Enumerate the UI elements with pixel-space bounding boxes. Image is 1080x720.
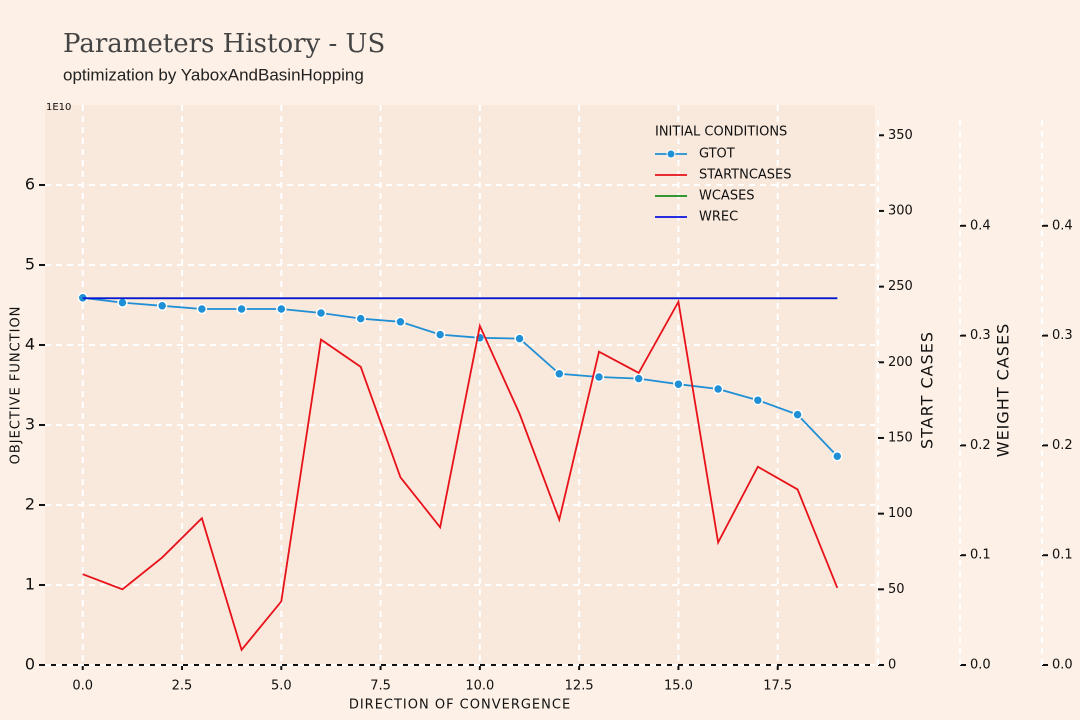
series-point xyxy=(434,329,446,340)
series-point xyxy=(554,368,565,380)
y4-tick-label: 0.0 xyxy=(1052,658,1073,673)
series-point xyxy=(355,313,366,324)
y-offset-label: 1E10 xyxy=(46,102,71,113)
legend-label: STARTNCASES xyxy=(699,168,792,183)
y3-tick-label: 0.0 xyxy=(970,658,991,673)
series-point xyxy=(633,373,644,384)
y2-tick-label: 50 xyxy=(888,582,905,597)
y3-tick-label: 0.4 xyxy=(970,218,991,233)
y3-tick-label: 0.2 xyxy=(970,438,991,453)
x-tick-label: 10.0 xyxy=(465,679,494,694)
y3-axis-label: WEIGHT CASES xyxy=(994,323,1013,457)
series-point xyxy=(395,316,406,328)
legend-title: INITIAL CONDITIONS xyxy=(655,125,787,140)
y-tick-label: 6 xyxy=(25,175,35,194)
series-point xyxy=(196,303,208,315)
y2-tick-label: 300 xyxy=(888,203,913,218)
legend-label: WCASES xyxy=(699,189,755,204)
y2-tick-label: 100 xyxy=(888,506,913,521)
series-point xyxy=(673,378,684,390)
series-line xyxy=(82,299,839,652)
series-line xyxy=(82,296,838,457)
x-tick-label: 7.5 xyxy=(370,679,391,694)
series-point xyxy=(792,409,803,420)
series-point xyxy=(752,394,764,406)
legend-marker xyxy=(666,149,676,159)
x-tick-label: 17.5 xyxy=(763,679,792,694)
x-tick-label: 2.5 xyxy=(172,679,193,694)
x-tick-label: 0.0 xyxy=(72,679,93,694)
y3-tick-label: 0.1 xyxy=(970,548,991,563)
y2-tick-label: 200 xyxy=(888,355,913,370)
y4-tick-label: 0.3 xyxy=(1052,328,1073,343)
y-tick-label: 4 xyxy=(25,335,35,354)
y2-tick-label: 250 xyxy=(888,279,913,294)
y-tick-label: 1 xyxy=(25,575,35,594)
series-point xyxy=(117,297,128,308)
series-point xyxy=(236,303,247,315)
legend-label: WREC xyxy=(699,210,738,225)
series-point xyxy=(832,450,843,462)
y-tick-label: 3 xyxy=(25,415,35,434)
x-tick-label: 12.5 xyxy=(565,679,594,694)
y-tick-label: 2 xyxy=(25,495,35,514)
series-point xyxy=(514,333,525,344)
series-point xyxy=(156,300,168,312)
y4-tick-label: 0.2 xyxy=(1052,438,1073,453)
y2-tick-label: 150 xyxy=(888,430,913,445)
x-axis-label: DIRECTION OF CONVERGENCE xyxy=(349,698,571,713)
y-tick-label: 0 xyxy=(25,655,35,674)
y3-tick-label: 0.3 xyxy=(970,328,991,343)
chart-title: Parameters History - US xyxy=(63,29,385,59)
x-tick-label: 5.0 xyxy=(271,679,292,694)
chart-subtitle: optimization by YaboxAndBasinHopping xyxy=(63,65,364,84)
y2-tick-label: 0 xyxy=(888,658,896,673)
legend-label: GTOT xyxy=(699,147,735,162)
y4-tick-label: 0.4 xyxy=(1052,218,1073,233)
series-point xyxy=(276,303,287,315)
y2-axis-label: START CASES xyxy=(918,331,937,449)
series-point xyxy=(712,383,724,395)
y2-tick-label: 350 xyxy=(888,128,913,143)
x-tick-label: 15.0 xyxy=(664,679,693,694)
plot-area xyxy=(45,105,875,665)
series-point xyxy=(593,371,605,383)
y-tick-label: 5 xyxy=(25,255,35,274)
y-axis-label: OBJECTIVE FUNCTION xyxy=(9,306,24,465)
series-point xyxy=(315,307,327,319)
y4-tick-label: 0.1 xyxy=(1052,548,1073,563)
